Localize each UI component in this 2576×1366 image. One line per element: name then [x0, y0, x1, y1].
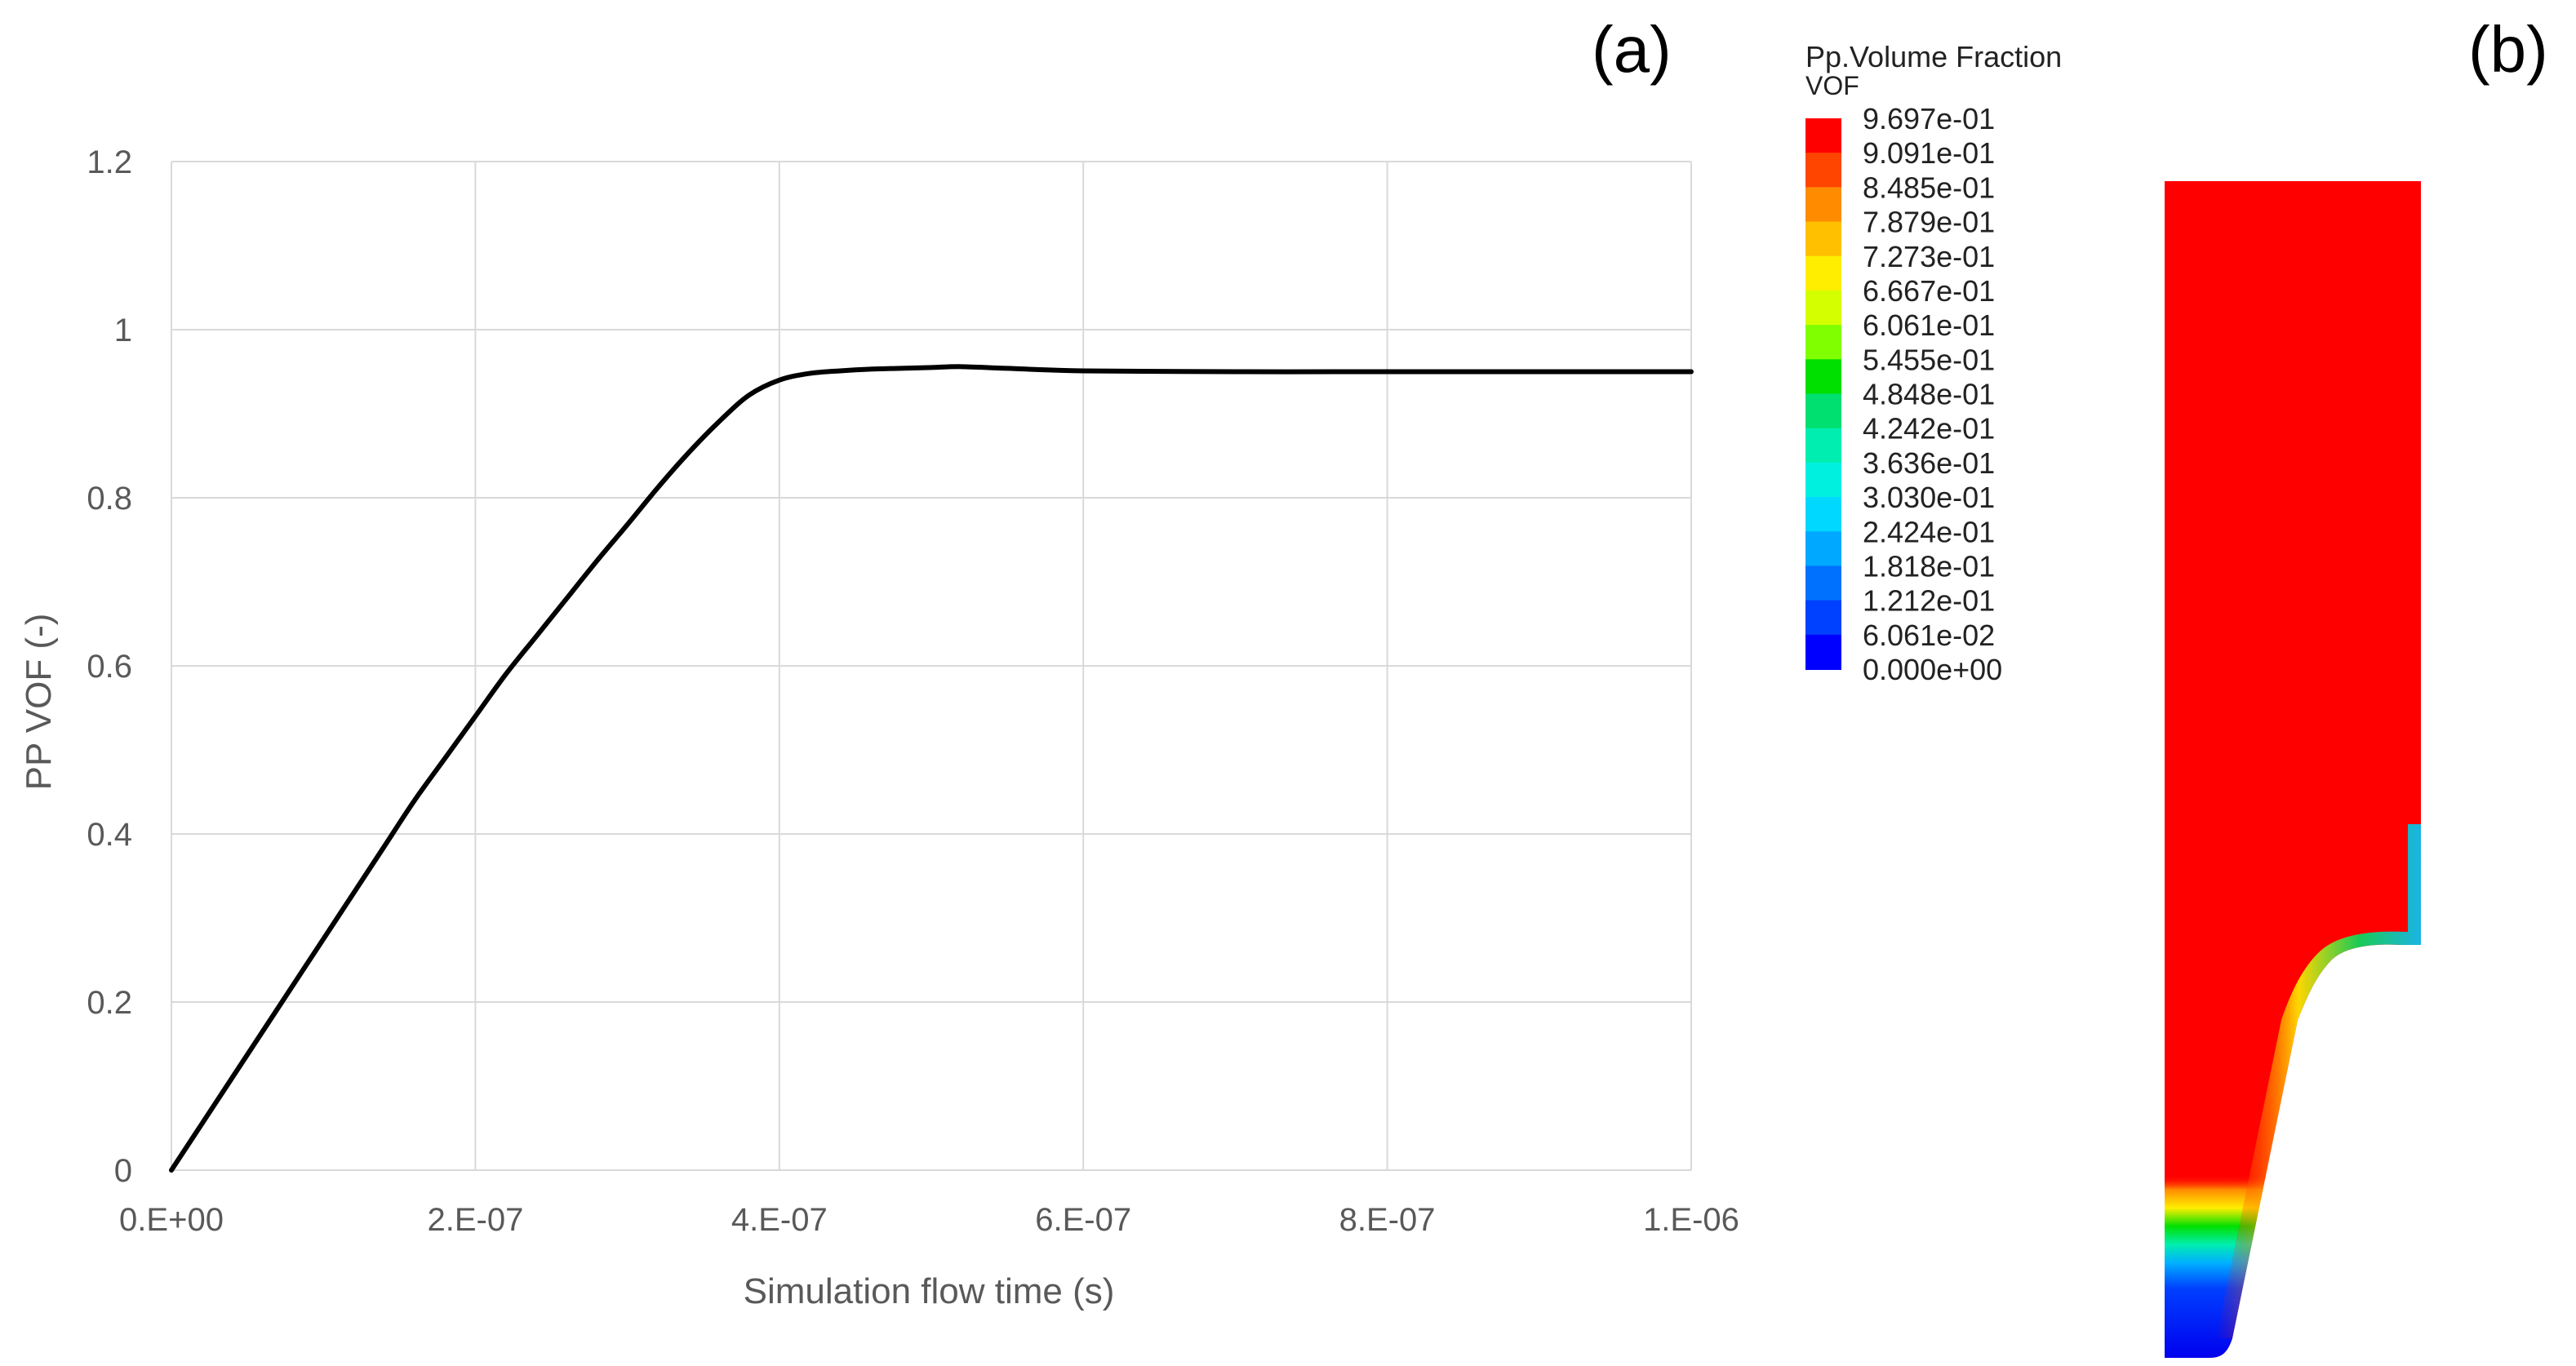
- colorbar-segment: [1805, 497, 1841, 533]
- legend-value: 6.061e-01: [1863, 308, 1995, 342]
- legend-value: 2.424e-01: [1863, 515, 1995, 548]
- colorbar-segment: [1805, 565, 1841, 601]
- y-tick-label: 0.8: [87, 481, 132, 517]
- y-tick-label: 0.6: [87, 649, 132, 685]
- legend-subtitle: VOF: [1805, 71, 1859, 100]
- y-tick-label: 0: [114, 1153, 132, 1189]
- y-axis-label: PP VOF (-): [19, 614, 59, 791]
- contour-edge-band: [2216, 824, 2421, 1338]
- colorbar-segment: [1805, 290, 1841, 326]
- contour-plot: [2165, 181, 2421, 1358]
- legend-value: 7.879e-01: [1863, 206, 1995, 239]
- legend-value: 9.697e-01: [1863, 102, 1995, 135]
- legend-value: 1.818e-01: [1863, 549, 1995, 583]
- legend-value: 3.030e-01: [1863, 481, 1995, 514]
- legend-value: 7.273e-01: [1863, 240, 1995, 273]
- legend-value: 8.485e-01: [1863, 171, 1995, 204]
- colorbar-segment: [1805, 600, 1841, 636]
- legend-value: 6.061e-02: [1863, 619, 1995, 652]
- x-tick-label: 0.E+00: [119, 1202, 224, 1238]
- colorbar-segment: [1805, 118, 1841, 154]
- x-tick-label: 8.E-07: [1339, 1202, 1436, 1238]
- colorbar-segment: [1805, 153, 1841, 188]
- legend-value: 9.091e-01: [1863, 136, 1995, 170]
- colorbar-segment: [1805, 393, 1841, 429]
- legend-value: 4.242e-01: [1863, 412, 1995, 446]
- legend-title: Pp.Volume Fraction: [1805, 40, 2062, 73]
- panel-b-label: (b): [2468, 13, 2548, 86]
- colorbar-segment: [1805, 359, 1841, 395]
- y-tick-label: 1: [114, 313, 132, 348]
- legend-value: 6.667e-01: [1863, 274, 1995, 308]
- colorbar-segment: [1805, 531, 1841, 567]
- legend-value: 1.212e-01: [1863, 584, 1995, 618]
- colorbar-segment: [1805, 634, 1841, 670]
- colorbar-segment: [1805, 221, 1841, 257]
- y-tick-labels: 0 0.2 0.4 0.6 0.8 1 1.2: [87, 144, 132, 1189]
- legend-value: 3.636e-01: [1863, 446, 1995, 480]
- legend-value: 0.000e+00: [1863, 653, 2002, 686]
- x-tick-labels: 0.E+00 2.E-07 4.E-07 6.E-07 8.E-07 1.E-06: [119, 1202, 1739, 1238]
- x-tick-label: 4.E-07: [731, 1202, 828, 1238]
- line-chart: 0 0.2 0.4 0.6 0.8 1 1.2 0.E+00 2.E-07 4.E-07 6.E-…: [19, 144, 1739, 1311]
- y-tick-label: 1.2: [87, 144, 132, 180]
- y-tick-label: 0.4: [87, 817, 132, 853]
- x-tick-label: 6.E-07: [1035, 1202, 1131, 1238]
- legend-labels: 9.697e-019.091e-018.485e-017.879e-017.27…: [1863, 102, 2002, 686]
- colorbar: [1805, 118, 1841, 670]
- x-tick-label: 2.E-07: [427, 1202, 523, 1238]
- colorbar-segment: [1805, 187, 1841, 223]
- x-tick-label: 1.E-06: [1643, 1202, 1739, 1238]
- contour-legend: Pp.Volume Fraction VOF 9.697e-019.091e-0…: [1805, 40, 2062, 686]
- colorbar-segment: [1805, 428, 1841, 463]
- chart-grid: [171, 161, 1692, 1171]
- legend-value: 5.455e-01: [1863, 343, 1995, 376]
- colorbar-segment: [1805, 255, 1841, 291]
- colorbar-segment: [1805, 462, 1841, 499]
- panel-a-label: (a): [1592, 13, 1672, 86]
- legend-value: 4.848e-01: [1863, 378, 1995, 411]
- series-line: [169, 364, 1694, 1173]
- x-axis-label: Simulation flow time (s): [744, 1271, 1115, 1311]
- colorbar-segment: [1805, 325, 1841, 361]
- y-tick-label: 0.2: [87, 985, 132, 1021]
